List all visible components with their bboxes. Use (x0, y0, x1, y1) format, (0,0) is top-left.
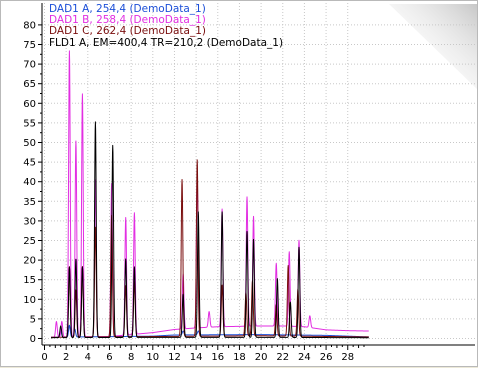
y-tick-label: 35 (23, 197, 36, 208)
x-tick-label: 22 (276, 352, 289, 363)
y-tick-label: 45 (23, 158, 36, 169)
y-tick-label: 65 (23, 79, 36, 90)
x-tick-label: 24 (298, 352, 311, 363)
series-line-1 (50, 324, 370, 338)
legend-entry: DAD1 A, 254,4 (DemoData_1) (49, 3, 206, 15)
x-tick-label: 12 (168, 352, 181, 363)
x-tick-label: 10 (146, 352, 159, 363)
y-tick-label: 30 (23, 216, 36, 227)
series-line-3 (50, 159, 370, 338)
x-tick-label: 0 (41, 352, 47, 363)
y-tick-label: 5 (30, 314, 36, 325)
y-tick-label: 55 (23, 118, 36, 129)
y-tick-label: 40 (23, 177, 36, 188)
series-line-2 (50, 50, 370, 338)
y-tick-label: 60 (23, 99, 36, 110)
x-tick-label: 16 (211, 352, 224, 363)
x-tick-label: 4 (85, 352, 91, 363)
series-line-4 (50, 121, 370, 339)
y-tick-label: 10 (23, 295, 36, 306)
x-tick-label: 20 (255, 352, 268, 363)
x-tick-label: 2 (63, 352, 69, 363)
y-tick-label: 15 (23, 275, 36, 286)
legend-entry: DAD1 B, 258,4 (DemoData_1) (49, 14, 206, 27)
y-tick-label: 25 (23, 236, 36, 247)
x-tick-label: 6 (106, 352, 112, 363)
legend-entry: DAD1 C, 262,4 (DemoData_1) (49, 25, 206, 38)
corner-watermark (389, 4, 477, 89)
y-tick-label: 75 (23, 40, 36, 51)
x-tick-label: 8 (128, 352, 134, 363)
y-tick-label: 50 (23, 138, 36, 149)
legend: DAD1 A, 254,4 (DemoData_1) DAD1 B, 258,4… (49, 3, 284, 49)
x-tick-label: 14 (190, 352, 203, 363)
y-tick-label: 0 (30, 334, 36, 345)
y-tick-label: 20 (23, 256, 36, 267)
x-tick-label: 28 (341, 352, 354, 363)
x-tick-label: 26 (320, 352, 333, 363)
legend-entry: FLD1 A, EM=400,4 TR=210,2 (DemoData_1) (49, 36, 284, 49)
x-tick-label: 18 (233, 352, 246, 363)
y-tick-label: 80 (23, 20, 36, 31)
y-tick-label: 70 (23, 60, 36, 71)
